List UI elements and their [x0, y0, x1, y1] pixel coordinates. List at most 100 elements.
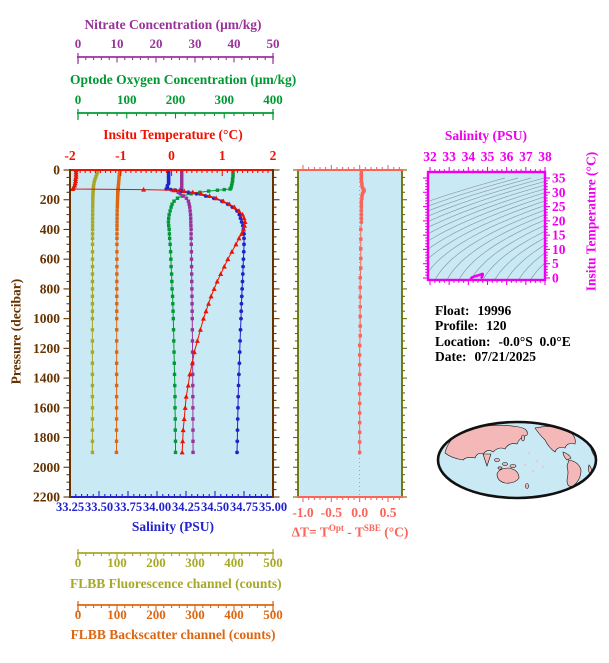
tick-label: 37 [519, 149, 533, 164]
isopycnal-contour [530, 263, 544, 279]
marker-triangle [240, 211, 246, 217]
marker-square [190, 328, 195, 332]
tick-label: 1600 [33, 400, 60, 415]
tick-label: 33 [442, 149, 456, 164]
marker-square [230, 179, 235, 183]
marker-square [360, 181, 364, 186]
marker-triangle [231, 204, 237, 210]
marker-square [168, 242, 172, 247]
marker-square [171, 328, 176, 332]
marker-triangle [206, 301, 212, 306]
marker-square [117, 179, 121, 183]
marker-square [90, 224, 95, 228]
marker-square [118, 170, 122, 174]
marker-triangle [225, 256, 231, 262]
marker-square [171, 309, 175, 313]
marker-circle [236, 372, 241, 377]
axis-salinity: 33.25 33.50 33.75 34.00 34.25 34.50 34.75 35.00 [56, 491, 287, 514]
delta-t-title-sup1: Opt [328, 523, 344, 533]
marker-square [115, 227, 119, 232]
tick-label: 20 [552, 213, 566, 228]
marker-triangle [190, 189, 196, 195]
marker-triangle [179, 449, 185, 455]
marker-circle [242, 242, 246, 247]
axis-nitrate: 0 10 20 30 40 50 [75, 36, 280, 64]
marker-square [169, 257, 173, 261]
marker-circle [235, 439, 240, 444]
marker-square [172, 199, 176, 203]
marker-square [170, 287, 174, 291]
marker-square [115, 196, 120, 200]
map-island [509, 464, 517, 468]
tick-label: 300 [215, 92, 235, 107]
marker-square [95, 172, 99, 177]
marker-square [115, 328, 119, 332]
marker-square [115, 224, 119, 228]
marker-circle [240, 272, 245, 276]
isopycnal-contour [482, 231, 544, 279]
tick-label: 30 [552, 185, 566, 200]
tick-label: 34.50 [201, 500, 229, 514]
tick-label: 400 [224, 555, 244, 570]
marker-square [359, 256, 363, 261]
marker-circle [238, 327, 243, 332]
marker-square [176, 190, 180, 194]
marker-square [114, 439, 119, 443]
marker-square [359, 179, 364, 183]
marker-square [170, 294, 175, 299]
tick-label: 20 [150, 36, 163, 51]
tick-label: -1.0 [292, 505, 314, 520]
marker-triangle [226, 201, 232, 207]
marker-square [190, 316, 194, 321]
marker-square [117, 172, 122, 177]
tick-label: 35 [481, 149, 495, 164]
axis-temperature: -2 -1 0 1 2 [64, 148, 277, 176]
marker-triangle [180, 427, 186, 433]
tick-label: 34.25 [172, 500, 200, 514]
tick-label: 400 [224, 607, 244, 622]
marker-square [166, 224, 171, 228]
marker-circle [240, 279, 245, 284]
marker-square [358, 324, 362, 328]
map-land-eurasia [444, 424, 528, 461]
marker-square [360, 183, 364, 188]
marker-square [357, 420, 362, 425]
map-land-central-america [562, 451, 572, 461]
ts-border [426, 170, 547, 282]
marker-square [115, 316, 119, 321]
map-land-india [482, 453, 492, 467]
marker-square [357, 391, 362, 396]
marker-triangle [236, 208, 242, 213]
marker-square [173, 439, 178, 443]
marker-square [170, 279, 174, 284]
tick-label: 0 [75, 555, 82, 570]
marker-square [173, 383, 177, 388]
tick-label: 10 [111, 36, 124, 51]
marker-square [169, 205, 173, 209]
marker-square [114, 428, 119, 432]
tick-label: 0.0 [351, 505, 368, 520]
marker-square [90, 242, 95, 247]
marker-square [187, 202, 191, 206]
marker-circle [239, 309, 244, 314]
marker-square [358, 334, 362, 338]
map-island [494, 458, 500, 462]
main-plot-series [70, 170, 248, 455]
tick-label: 34 [462, 149, 476, 164]
isopycnal-contour [429, 177, 532, 211]
map-land-australia [496, 467, 520, 484]
marker-square [114, 339, 119, 343]
marker-square [90, 220, 95, 224]
marker-square [92, 181, 96, 186]
marker-square [189, 227, 193, 232]
tick-label: 25 [552, 199, 566, 214]
marker-square [357, 411, 362, 415]
marker-square [114, 350, 119, 354]
marker-square [230, 181, 234, 186]
marker-triangle [72, 180, 78, 186]
date-line: Date: 07/21/2025 [435, 349, 571, 364]
marker-square [180, 172, 184, 177]
isopycnal-contour [494, 237, 544, 279]
marker-square [360, 194, 364, 198]
marker-circle [239, 301, 244, 306]
